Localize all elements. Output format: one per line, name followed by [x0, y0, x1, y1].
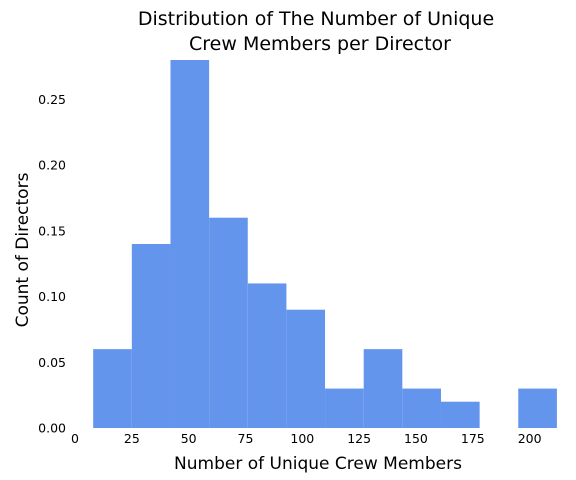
histogram-bar-11 — [518, 388, 557, 428]
histogram-bar-3 — [209, 217, 248, 428]
histogram-bar-4 — [247, 283, 287, 428]
x-tick-label: 150 — [404, 431, 428, 446]
x-tick-label: 0 — [71, 431, 79, 446]
histogram-bar-8 — [402, 388, 441, 428]
histogram-bar-2 — [170, 60, 210, 428]
x-tick-label: 200 — [518, 431, 542, 446]
histogram-bar-7 — [363, 349, 403, 428]
histogram-bars — [93, 60, 557, 428]
histogram-bar-1 — [131, 244, 171, 428]
y-axis-label: Count of Directors — [13, 172, 33, 327]
x-tick-label: 100 — [290, 431, 314, 446]
y-tick-label: 0.05 — [38, 355, 66, 370]
x-tick-label: 25 — [124, 431, 140, 446]
y-tick-label: 0.10 — [38, 289, 66, 304]
x-tick-label: 175 — [461, 431, 485, 446]
histogram-bar-0 — [93, 349, 132, 428]
histogram-bar-9 — [440, 401, 480, 428]
y-axis-ticks: 0.00 0.05 0.10 0.15 0.20 0.25 — [38, 92, 66, 436]
y-tick-label: 0.00 — [38, 421, 66, 436]
x-axis-ticks: 0 25 50 75 100 125 150 175 200 — [71, 431, 542, 446]
y-tick-label: 0.20 — [38, 158, 66, 173]
chart-title-line-2: Crew Members per Director — [189, 33, 451, 55]
y-tick-label: 0.25 — [38, 92, 66, 107]
chart-title-line-1: Distribution of The Number of Unique — [138, 8, 494, 30]
x-tick-label: 50 — [181, 431, 197, 446]
histogram-bar-5 — [286, 309, 326, 428]
histogram-bar-6 — [325, 388, 364, 428]
x-axis-label: Number of Unique Crew Members — [174, 454, 462, 474]
x-tick-label: 75 — [238, 431, 254, 446]
y-tick-label: 0.15 — [38, 223, 66, 238]
x-tick-label: 125 — [347, 431, 371, 446]
